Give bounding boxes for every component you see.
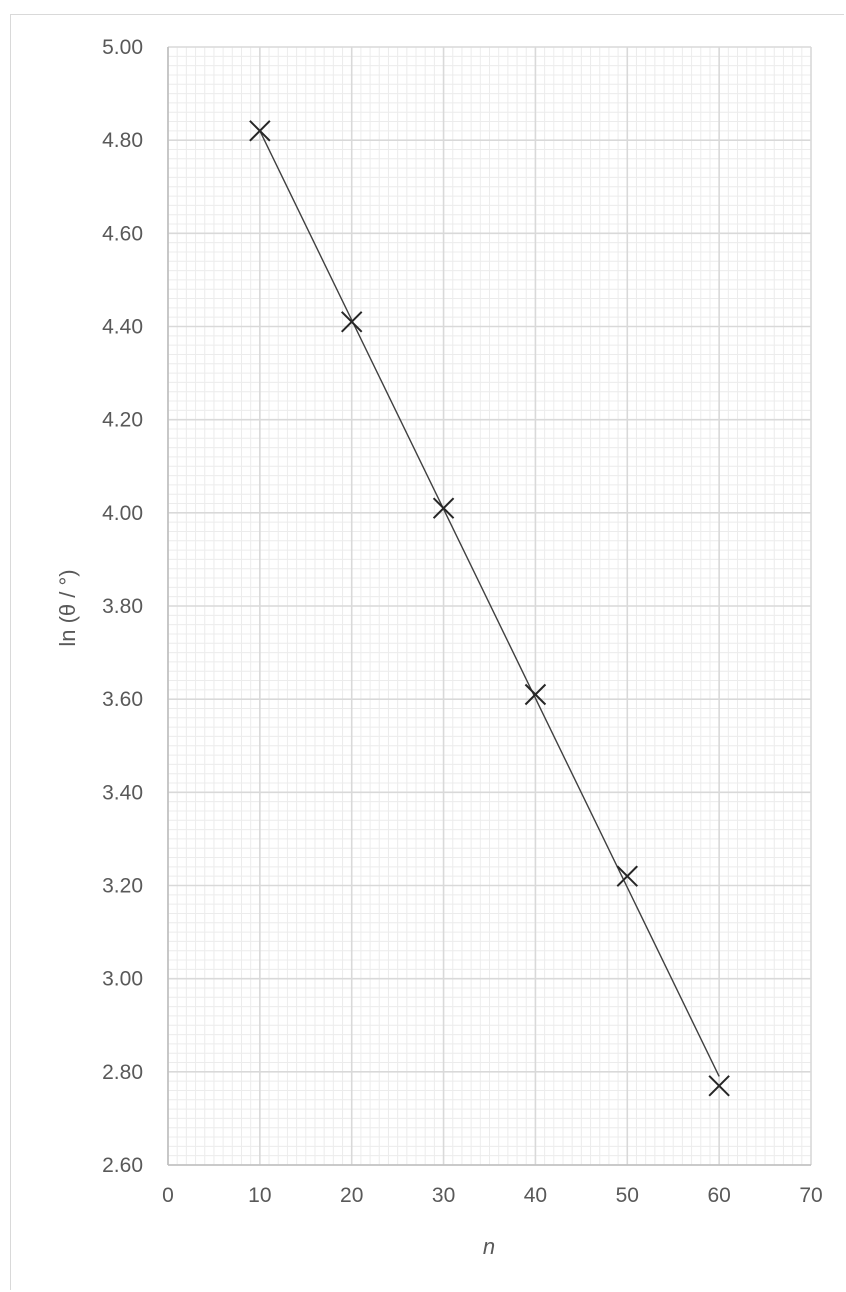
y-tick-label: 4.00: [102, 502, 143, 525]
y-tick-label: 3.20: [102, 875, 143, 898]
x-tick-label: 10: [248, 1184, 271, 1207]
y-axis-title: ln (θ / °): [55, 569, 80, 646]
y-tick-label: 3.40: [102, 781, 143, 804]
y-tick-labels: 2.60 2.80 3.00 3.20 3.40 3.60 3.80 4.00 4.20 4.40…: [102, 36, 143, 1177]
y-tick-label: 4.60: [102, 222, 143, 245]
marker-stroke: [524, 683, 547, 706]
marker-stroke: [432, 497, 455, 519]
marker-stroke: [616, 865, 638, 887]
y-tick-label: 4.40: [102, 316, 143, 339]
y-tick-label: 5.00: [102, 36, 143, 59]
x-tick-label: 30: [432, 1184, 455, 1207]
marker-stroke: [249, 120, 271, 142]
best-fit-line: [259, 130, 720, 1077]
x-tick-label: 60: [707, 1184, 730, 1207]
y-tick-label: 3.00: [102, 968, 143, 991]
x-tick-label: 0: [162, 1184, 174, 1207]
data-point-marker: [249, 120, 271, 142]
marker-stroke: [708, 1075, 730, 1097]
y-tick-label: 4.20: [102, 409, 143, 432]
chart-frame: [10, 14, 844, 1290]
y-tick-label: 2.80: [102, 1061, 143, 1084]
axes: [167, 47, 811, 1166]
x-tick-label: 20: [340, 1184, 363, 1207]
y-tick-label: 3.80: [102, 595, 143, 618]
marker-stroke: [341, 311, 363, 333]
x-tick-label: 50: [616, 1184, 639, 1207]
x-axis-title: n: [483, 1234, 495, 1259]
data-point-marker: [708, 1075, 730, 1097]
data-markers: [249, 120, 730, 1097]
data-point-marker: [616, 865, 638, 887]
y-tick-label: 4.80: [102, 129, 143, 152]
data-point-marker: [524, 683, 547, 706]
major-grid: [167, 46, 812, 1166]
x-tick-label: 70: [799, 1184, 822, 1207]
x-tick-labels: 0 10 20 30 40 50 60 70: [162, 1184, 823, 1207]
x-tick-label: 40: [524, 1184, 547, 1207]
data-point-marker: [432, 497, 455, 519]
y-tick-label: 2.60: [102, 1154, 143, 1177]
y-tick-label: 3.60: [102, 688, 143, 711]
data-point-marker: [341, 311, 363, 333]
fit-line-segment: [259, 130, 720, 1077]
